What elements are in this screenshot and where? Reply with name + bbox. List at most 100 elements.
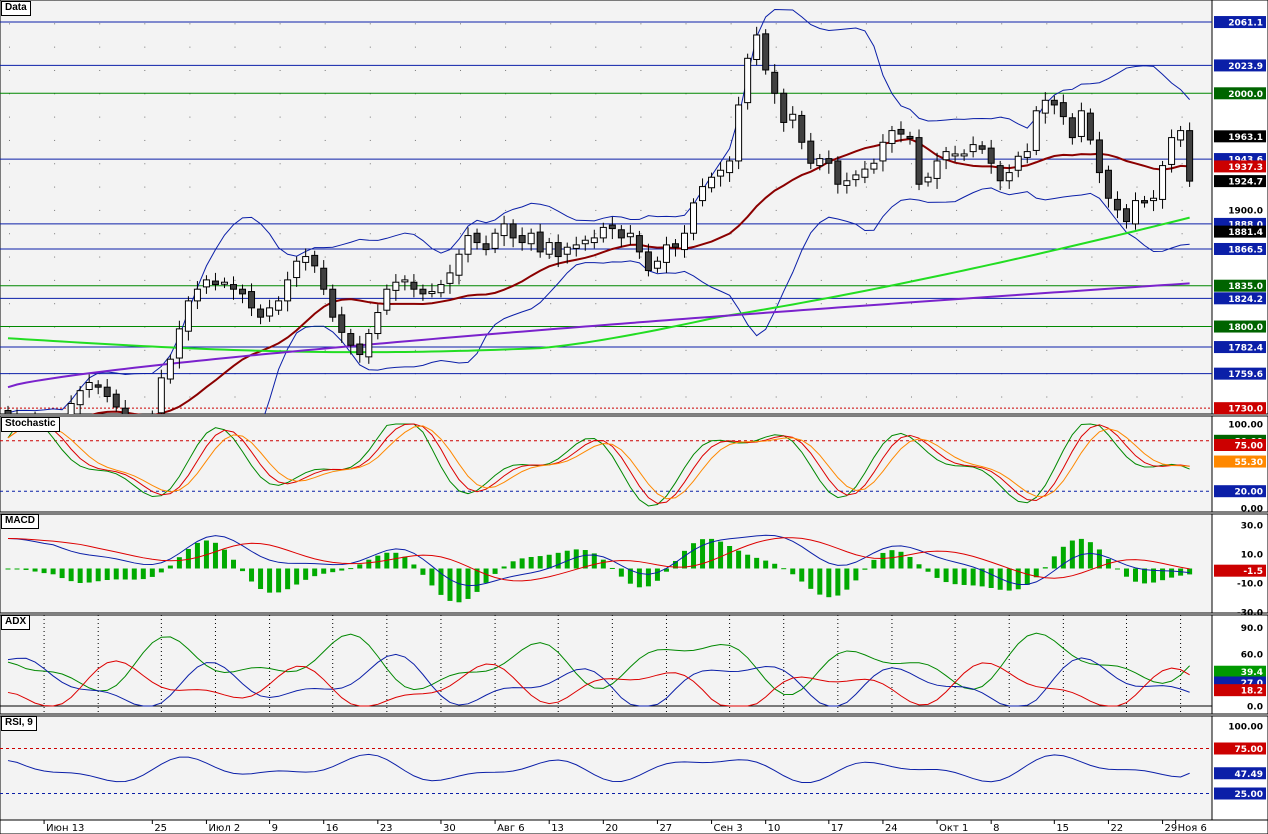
candle [1159,160,1167,209]
macd-histogram-bar [519,558,525,569]
adx-axis-label-4-bg [1214,684,1266,697]
price-axis-label-13-bg [1214,320,1266,333]
candle [807,132,815,170]
candle [1177,125,1185,147]
candle [599,222,607,243]
candle [464,227,472,263]
macd-histogram-bar [1169,568,1175,578]
macd-histogram-bar [546,554,552,569]
rsi-line [7,753,1190,784]
bollinger-lower [264,187,1190,414]
macd-histogram-bar [1024,568,1030,585]
x-axis-label: Авг 6 [497,823,525,834]
candle [915,129,923,191]
macd-histogram-bar [366,559,372,569]
macd-histogram-bar [537,556,543,569]
candle [825,150,833,174]
macd-histogram-bar [420,568,426,575]
price-axis-label-16: 1730.0 [1228,405,1263,415]
candle [112,389,120,412]
panel-bg-price [0,0,1213,415]
macd-histogram-bar [988,568,994,589]
candle [536,223,544,258]
candle [320,260,328,296]
candle [870,158,878,174]
macd-histogram-bar [149,568,155,577]
ma-short-line [91,137,1190,414]
candle [1050,95,1058,115]
price-axis-label-9: 1881.4 [1228,228,1263,238]
price-axis-label-15: 1759.6 [1228,370,1263,380]
stoch-axis-label-3: 55.30 [1235,458,1263,468]
candle [527,228,535,251]
x-axis-label: 17 [831,823,844,834]
candle [1150,190,1158,212]
macd-histogram-bar [167,565,173,569]
price-axis-label-12-bg [1214,292,1266,305]
candle [230,276,237,300]
adx-axis-label-1: 60.0 [1241,650,1263,660]
axis-bg-adx [1211,614,1268,715]
adx-axis-label-2: 39.4 [1241,668,1263,678]
price-axis-label-3-bg [1214,130,1266,143]
candle [780,88,788,132]
macd-histogram-bar [438,568,444,595]
candle [419,284,427,301]
price-axis-label-0: 2061.1 [1228,19,1263,29]
candle [157,369,165,414]
macd-histogram-bar [1042,567,1048,569]
price-axis-label-9-bg [1214,225,1266,238]
macd-histogram-bar [1006,568,1012,591]
candle [284,271,292,312]
candle [446,264,454,294]
candle [1132,192,1139,230]
macd-axis-label-3: -10.0 [1237,580,1263,590]
macd-histogram-bar [158,568,164,573]
candle [951,145,959,163]
macd-histogram-bar [312,568,318,577]
candle [1186,122,1194,187]
candle [338,306,346,343]
candle [1059,94,1067,125]
macd-histogram-bar [961,568,967,585]
macd-histogram-bar [952,568,958,585]
macd-histogram-bar [131,568,137,580]
macd-axis-label-1: 10.0 [1241,551,1263,561]
macd-histogram-bar [790,568,796,575]
candle [699,178,707,207]
macd-histogram-bar [808,568,814,589]
macd-histogram-bar [582,550,588,569]
candle [771,64,779,104]
x-axis-label: Ноя 6 [1178,823,1207,834]
stoch-axis-label-4: 20.00 [1235,488,1263,498]
candle [690,198,698,241]
panel-bg-rsi [0,715,1213,821]
candle [717,162,725,187]
macd-histogram-bar [663,568,669,572]
x-axis-label: 20 [605,823,618,834]
candle [428,283,436,298]
macd-histogram-bar [1087,542,1093,569]
candle [1014,151,1022,178]
price-axis-label-10-bg [1214,242,1266,255]
candle [762,29,770,75]
candle [834,156,842,194]
candle [437,279,445,298]
macd-histogram-bar [465,568,471,599]
price-axis-label-3: 1963.1 [1228,133,1263,143]
candle [401,275,409,291]
macd-histogram-bar [691,543,697,569]
candle [545,237,553,259]
candle [76,386,84,414]
panel-title-price: Data [1,1,31,16]
candle [509,219,517,248]
panel-title-rsi: RSI, 9 [1,716,37,731]
candle [1068,113,1076,145]
candle [608,216,616,240]
x-axis-label: Окт 1 [939,823,968,834]
macd-histogram-bar [745,554,751,569]
x-axis-label: 10 [768,823,781,834]
candle [266,299,274,322]
macd-histogram-bar [23,568,29,570]
candle [275,296,283,315]
